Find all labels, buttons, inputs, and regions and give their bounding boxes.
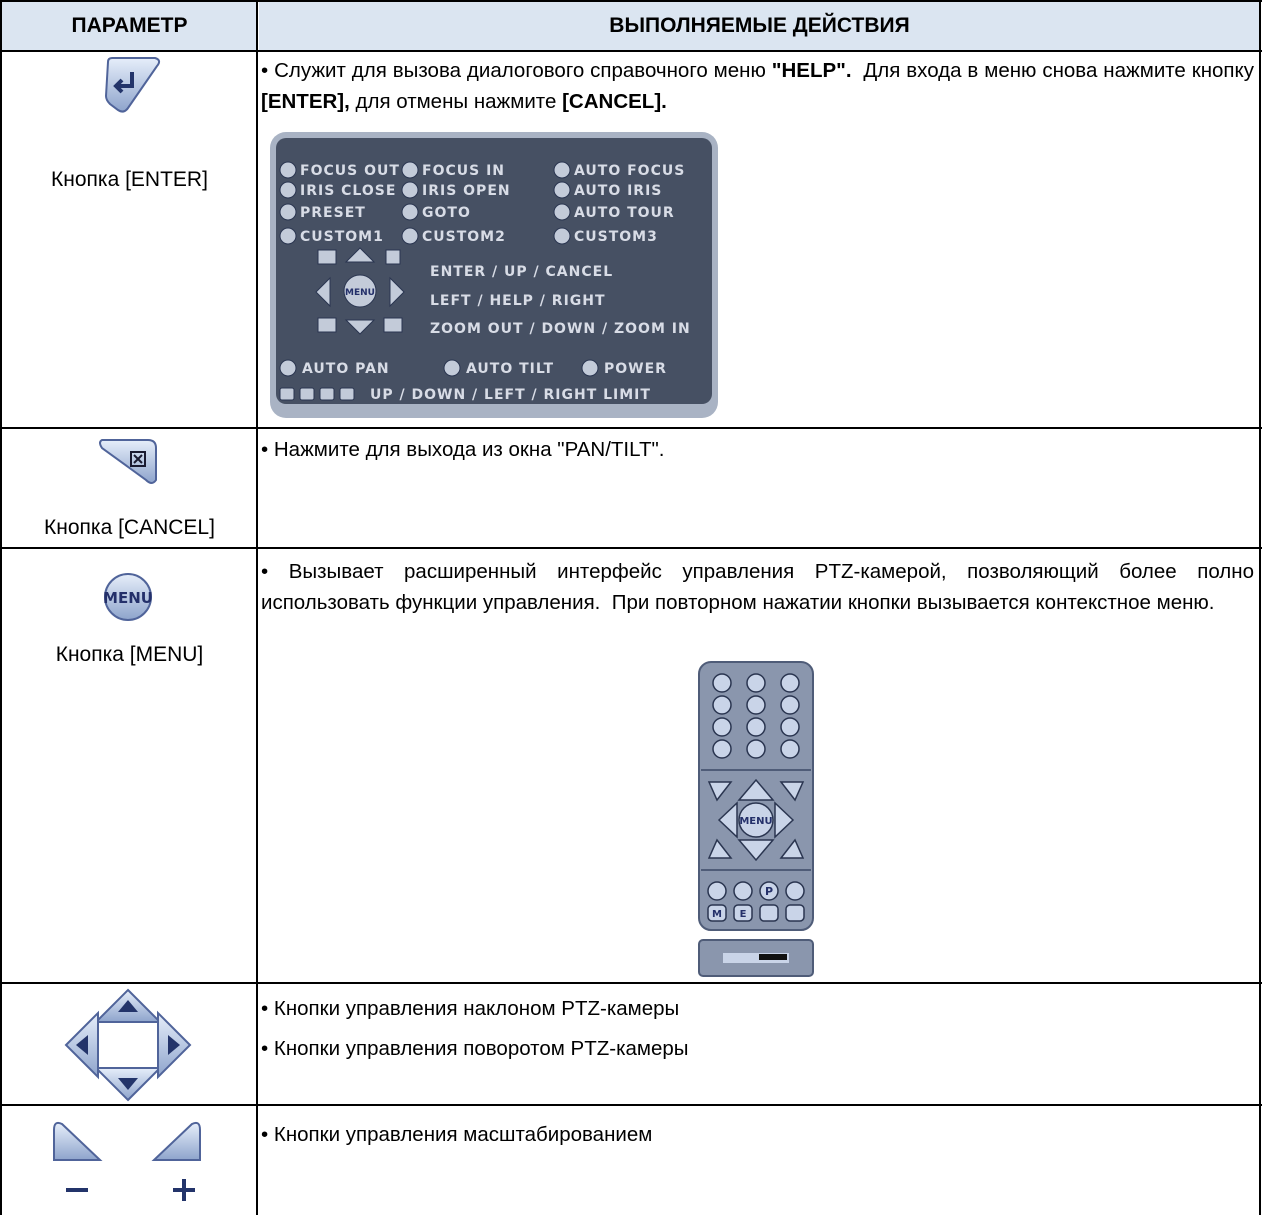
text-run: "HELP". <box>771 59 852 82</box>
help-icon <box>401 161 419 179</box>
help-icon <box>581 359 599 377</box>
paragraph: • Служит для вызова диалогового справочн… <box>261 55 1254 117</box>
paragraph: • Кнопки управления наклоном PTZ-камеры <box>261 993 1254 1024</box>
border <box>0 0 2 1215</box>
description: • Кнопки управления масштабированием <box>261 1119 1254 1159</box>
nav-shape <box>344 247 376 263</box>
remote: MENU P M E <box>698 661 814 977</box>
help-icon <box>553 181 571 199</box>
help-label: GOTO <box>422 205 471 221</box>
border <box>0 982 1262 984</box>
description: • Вызывает расширенный интерфейс управле… <box>261 556 1254 627</box>
help-label: PRESET <box>300 205 366 221</box>
text-run: Для входа в меню снова нажмите кнопку <box>851 59 1260 82</box>
nav-shape <box>317 249 337 265</box>
paragraph: • Вызывает расширенный интерфейс управле… <box>261 556 1254 618</box>
nav-shape <box>315 276 331 308</box>
help-label: AUTO PAN <box>302 361 390 377</box>
help-icon <box>443 359 461 377</box>
nav-shape <box>343 274 377 308</box>
help-icon <box>401 203 419 221</box>
help-label: AUTO FOCUS <box>574 163 685 179</box>
description: • Кнопки управления наклоном PTZ-камеры •… <box>261 993 1254 1073</box>
help-icon <box>553 203 571 221</box>
border <box>0 547 1262 549</box>
help-label: ZOOM OUT / DOWN / ZOOM IN <box>430 321 691 337</box>
help-icon <box>319 387 335 401</box>
border <box>256 0 258 1215</box>
text-run: • Кнопки управления поворотом PTZ-камеры <box>261 1037 689 1060</box>
help-label: IRIS CLOSE <box>300 183 396 199</box>
help-panel: FOCUS OUT FOCUS IN AUTO FOCUS IRIS CLOSE IRI… <box>270 132 718 418</box>
help-label: FOCUS IN <box>422 163 505 179</box>
help-label: AUTO TILT <box>466 361 554 377</box>
help-icon <box>279 161 297 179</box>
icon-text: MENU <box>103 589 153 607</box>
help-icon <box>553 227 571 245</box>
row-label: Кнопка [CANCEL] <box>44 516 215 539</box>
help-label: ENTER / UP / CANCEL <box>430 264 613 280</box>
help-icon <box>279 359 297 377</box>
paragraph: • Кнопки управления масштабированием <box>261 1119 1254 1150</box>
help-label: FOCUS OUT <box>300 163 400 179</box>
text-run: [CANCEL]. <box>562 90 667 113</box>
nav-shape <box>317 317 337 333</box>
nav-shape <box>344 319 376 335</box>
text-run: [ENTER], <box>261 90 350 113</box>
nav-shape <box>389 276 405 308</box>
help-label: CUSTOM2 <box>422 229 506 245</box>
help-label: AUTO IRIS <box>574 183 662 199</box>
help-label: MENU <box>345 288 375 298</box>
help-icon <box>279 181 297 199</box>
paragraph: • Нажмите для выхода из окна "PAN/TILT". <box>261 434 1254 465</box>
header-col2: ВЫПОЛНЯЕМЫЕ ДЕЙСТВИЯ <box>259 2 1260 50</box>
help-label: CUSTOM1 <box>300 229 384 245</box>
text-run: • Вызывает расширенный интерфейс управле… <box>261 560 1260 614</box>
remote-text: P <box>765 885 773 898</box>
text-run: • Кнопки управления масштабированием <box>261 1123 653 1146</box>
help-icon <box>339 387 355 401</box>
help-icon <box>279 227 297 245</box>
help-icon <box>279 203 297 221</box>
header-col1: ПАРАМЕТР <box>2 2 257 50</box>
border <box>0 50 1262 52</box>
description: • Служит для вызова диалогового справочн… <box>261 55 1254 126</box>
row-label: Кнопка [MENU] <box>55 643 204 666</box>
text-run: • Кнопки управления наклоном PTZ-камеры <box>261 997 680 1020</box>
help-label: POWER <box>604 361 667 377</box>
row-label: Кнопка [ENTER] <box>51 168 208 191</box>
text-run: для отмены нажмите <box>349 90 563 113</box>
border <box>0 427 1262 429</box>
nav-shape <box>383 317 403 333</box>
paragraph: • Кнопки управления поворотом PTZ-камеры <box>261 1033 1254 1064</box>
help-icon <box>401 227 419 245</box>
help-label: LEFT / HELP / RIGHT <box>430 293 606 309</box>
help-icon <box>299 387 315 401</box>
help-label: AUTO TOUR <box>574 205 675 221</box>
description: • Нажмите для выхода из окна "PAN/TILT". <box>261 434 1254 474</box>
text-run: • Служит для вызова диалогового справочн… <box>261 59 772 82</box>
border <box>0 1104 1262 1106</box>
remote-text: E <box>740 909 747 920</box>
help-icon <box>401 181 419 199</box>
help-icon <box>553 161 571 179</box>
help-label: UP / DOWN / LEFT / RIGHT LIMIT <box>370 387 651 403</box>
help-label: IRIS OPEN <box>422 183 511 199</box>
border <box>0 0 1262 2</box>
remote-text: MENU <box>739 816 772 827</box>
help-icon <box>279 387 295 401</box>
border <box>1259 0 1261 1215</box>
help-label: CUSTOM3 <box>574 229 658 245</box>
text-run: • Нажмите для выхода из окна "PAN/TILT". <box>261 438 665 461</box>
remote-text: M <box>712 909 722 920</box>
nav-shape <box>385 249 401 265</box>
icons: MENU <box>53 57 201 1201</box>
